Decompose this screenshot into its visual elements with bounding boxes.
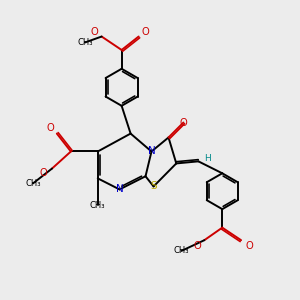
Text: O: O <box>180 118 187 128</box>
Text: O: O <box>193 241 201 250</box>
Text: CH₃: CH₃ <box>174 246 189 255</box>
Text: CH₃: CH₃ <box>77 38 93 47</box>
Text: CH₃: CH₃ <box>25 179 41 188</box>
Text: O: O <box>142 27 149 37</box>
Text: O: O <box>39 168 47 178</box>
Text: CH₃: CH₃ <box>90 201 106 210</box>
Text: O: O <box>91 27 99 37</box>
Text: S: S <box>150 182 157 191</box>
Text: N: N <box>148 146 155 157</box>
Text: O: O <box>46 123 54 133</box>
Text: O: O <box>245 241 253 250</box>
Text: H: H <box>204 154 211 164</box>
Text: N: N <box>116 184 123 194</box>
